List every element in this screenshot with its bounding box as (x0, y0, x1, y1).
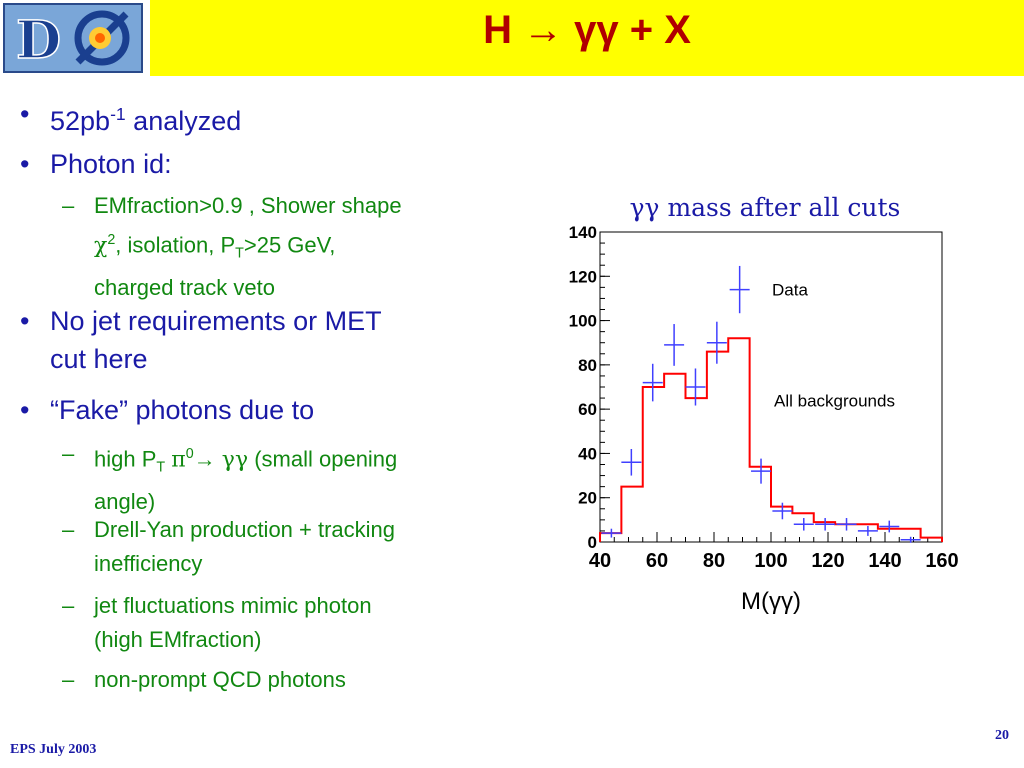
bullet-dash: – (62, 667, 75, 692)
y-tick-label: 100 (569, 312, 597, 331)
bullet-dash: – (62, 441, 75, 466)
y-tick-label: 40 (578, 444, 597, 463)
legend-background-label: All backgrounds (774, 391, 895, 410)
bullet-text: No jet requirements or MET cut here (50, 306, 382, 374)
legend-data-label: Data (772, 281, 808, 300)
mass-histogram-chart: 0 20 40 60 80 100 120 140 40 60 80 100 120 140 160 M(γγ… (569, 223, 959, 615)
x-tick-label: 160 (925, 550, 958, 572)
bullet-dash: – (62, 593, 75, 618)
sub-bullet-text: jet fluctuations mimic photon (high EMfra… (94, 593, 372, 652)
y-tick-label: 60 (578, 400, 597, 419)
bullet-dot: • (20, 149, 30, 179)
x-axis-label: M(γγ) (741, 588, 801, 615)
bullet-text: Photon id: (50, 149, 172, 179)
slide-number: 20 (995, 728, 1009, 743)
sub-bullet-text: Drell-Yan production + tracking inefficie… (94, 517, 396, 576)
y-tick-label: 80 (578, 356, 597, 375)
x-tick-label: 60 (646, 550, 668, 572)
svg-text:D: D (16, 10, 61, 71)
sub-bullet-text: non-prompt QCD photons (94, 667, 346, 692)
bullet-dash: – (62, 517, 75, 542)
x-tick-label: 120 (811, 550, 844, 572)
title-bar: H → γγ + X (150, 0, 1024, 76)
background-histogram (599, 337, 943, 542)
slide-title: H → γγ + X (483, 8, 691, 52)
x-tick-label: 40 (589, 550, 611, 572)
d0-logo: D (0, 0, 150, 76)
y-tick-label: 120 (569, 267, 597, 286)
x-tick-label: 140 (868, 550, 901, 572)
x-tick-label: 100 (754, 550, 787, 572)
d0-logo-icon: D (3, 3, 143, 73)
y-tick-label: 0 (588, 533, 597, 552)
bullet-dot: • (20, 306, 30, 336)
sub-bullet-text: high PT π0→ γγ (small opening angle) (94, 446, 398, 514)
sub-bullet-text: EMfraction>0.9 , Shower shape χ2, isolat… (94, 193, 402, 300)
footer-conference: EPS July 2003 (10, 742, 97, 757)
chart-caption: γγ mass after all cuts (629, 193, 901, 222)
bullet-dash: – (62, 193, 75, 218)
y-tick-label: 20 (578, 489, 597, 508)
y-tick-label: 140 (569, 223, 597, 242)
bullet-dot: • (20, 99, 30, 129)
bullet-text: 52pb-1 analyzed (50, 104, 242, 136)
bullet-dot: • (20, 395, 30, 425)
x-tick-label: 80 (703, 550, 725, 572)
bullet-text: “Fake” photons due to (50, 395, 315, 425)
